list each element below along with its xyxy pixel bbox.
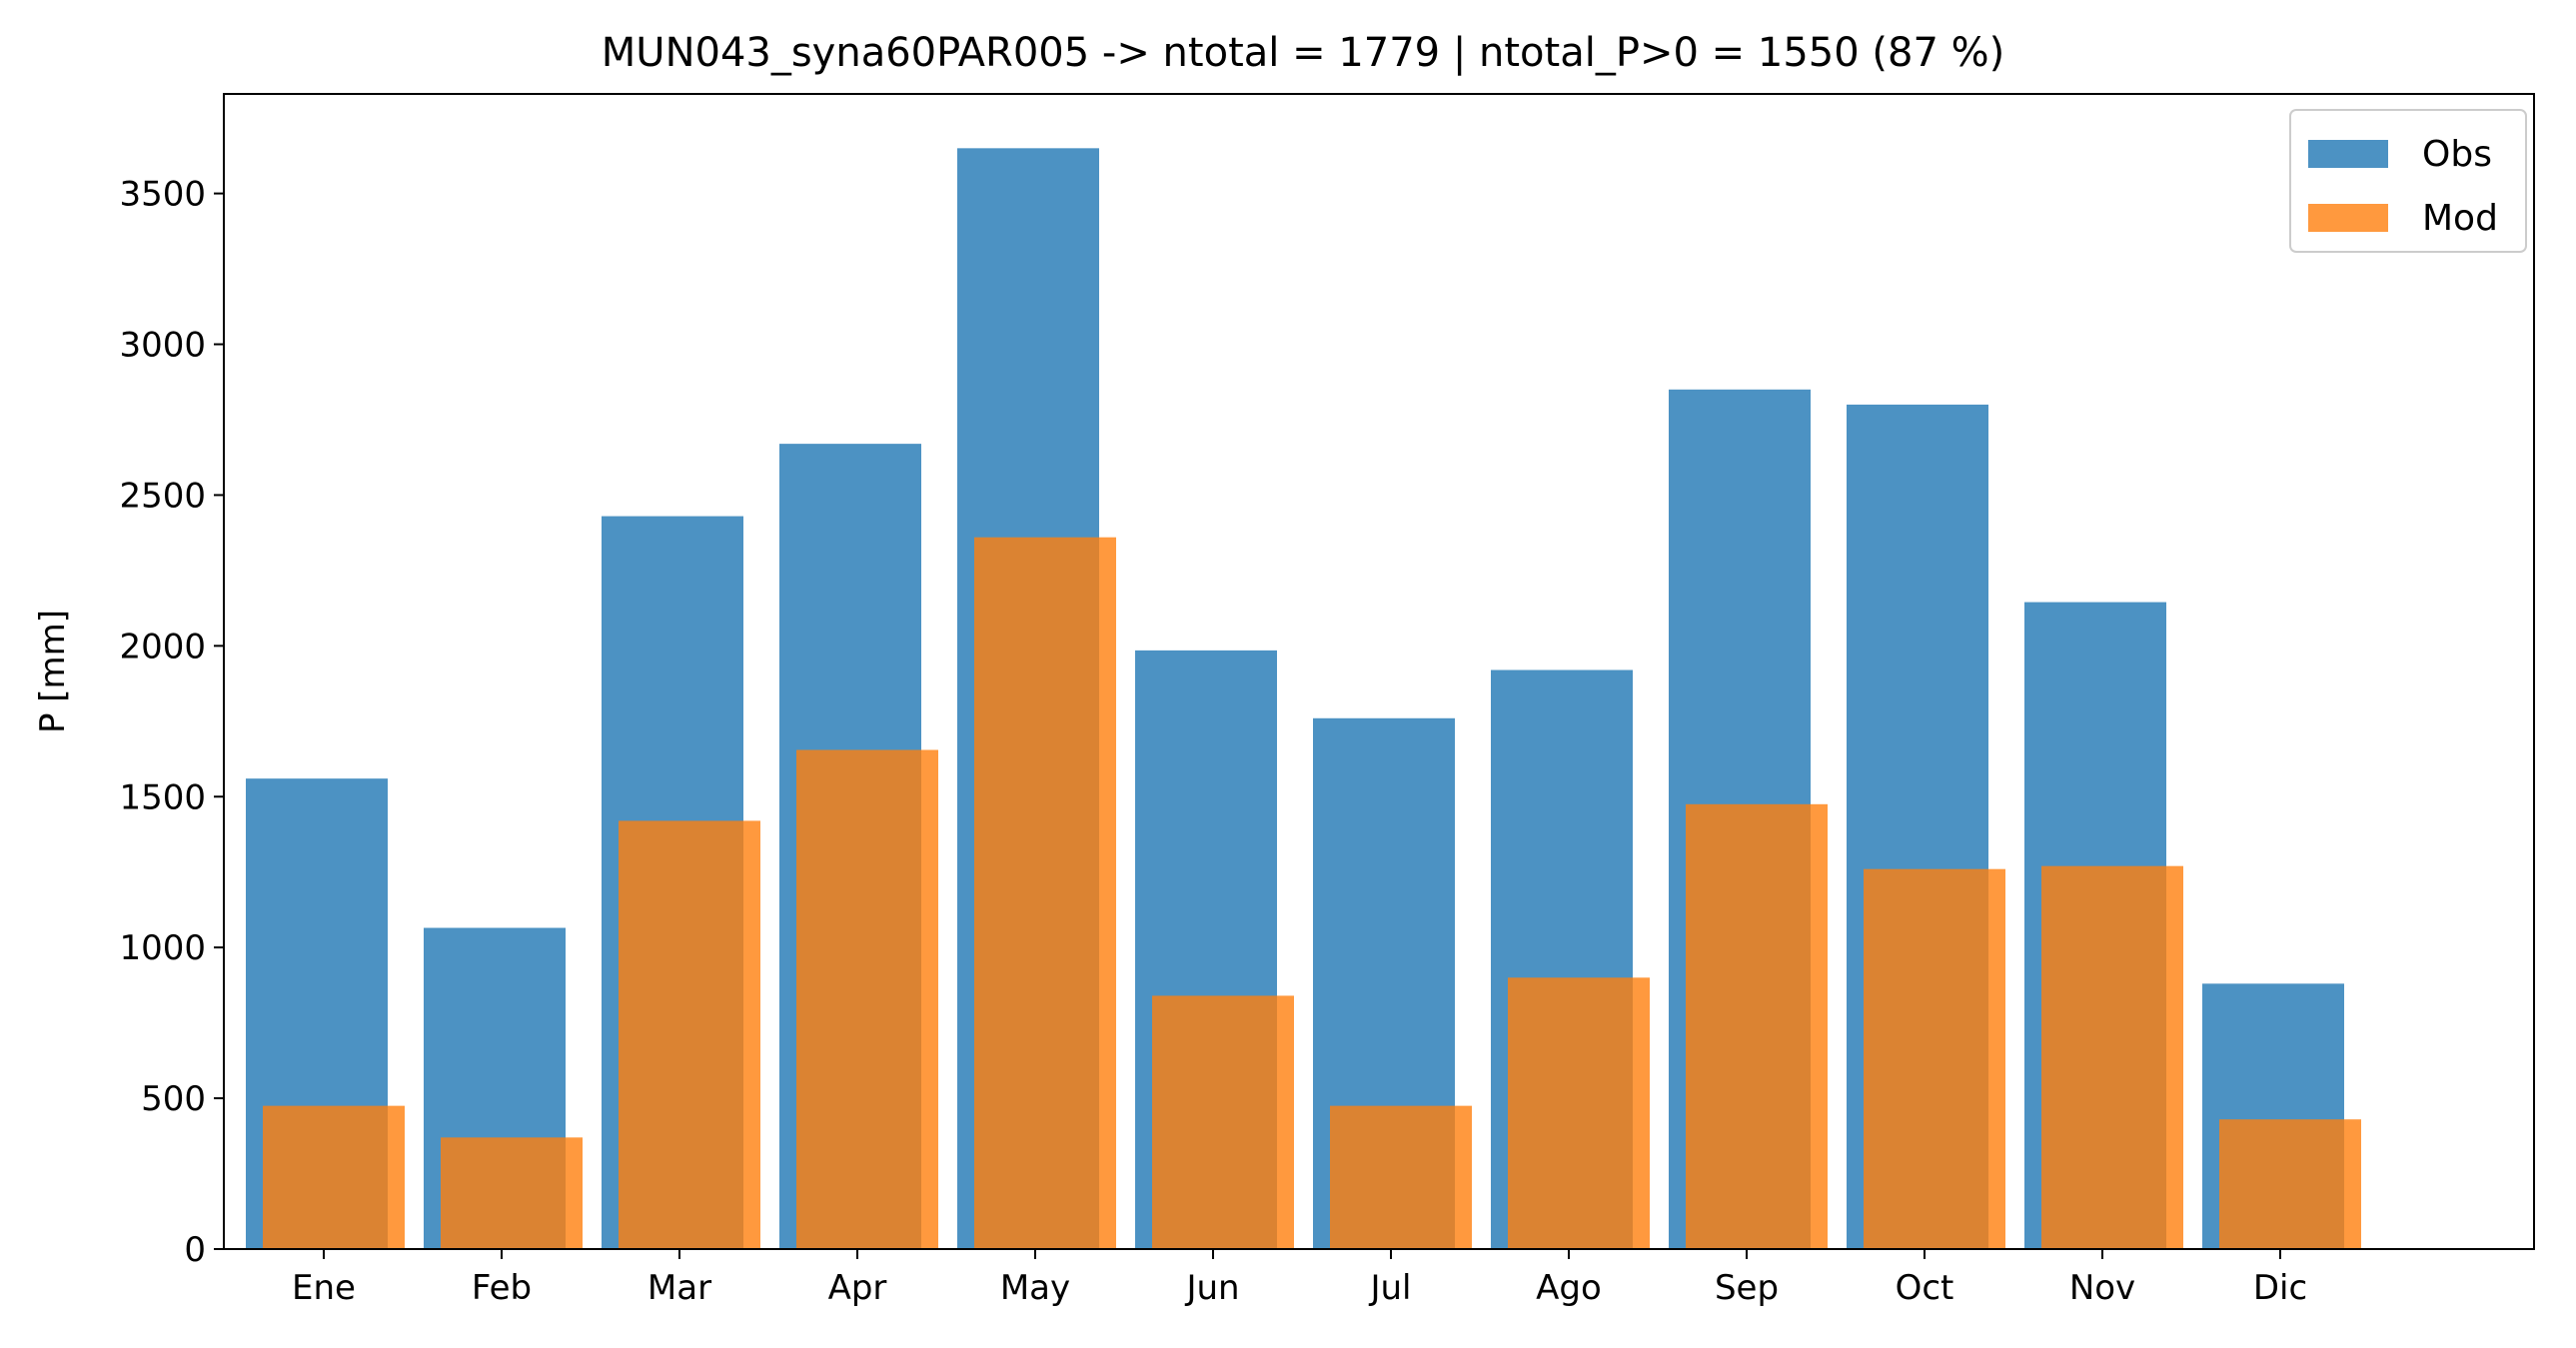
x-tick-label-ago: Ago bbox=[1536, 1268, 1602, 1308]
legend-label-mod: Mod bbox=[2422, 198, 2498, 239]
bar-mod-ene bbox=[263, 1105, 405, 1249]
bar-mod-oct bbox=[1864, 868, 2005, 1249]
legend-label-obs: Obs bbox=[2422, 134, 2492, 175]
plot-area bbox=[246, 148, 2361, 1249]
x-tick-label-jun: Jun bbox=[1184, 1268, 1239, 1308]
bar-mod-apr bbox=[796, 749, 938, 1249]
bar-mod-ago bbox=[1508, 977, 1650, 1249]
x-tick-label-oct: Oct bbox=[1896, 1268, 1954, 1308]
legend-swatch-mod bbox=[2308, 204, 2388, 232]
y-tick-label-500: 500 bbox=[141, 1079, 206, 1119]
bar-mod-dic bbox=[2219, 1119, 2361, 1249]
x-tick-label-may: May bbox=[1000, 1268, 1070, 1308]
chart-title: MUN043_syna60PAR005 -> ntotal = 1779 | n… bbox=[602, 30, 2004, 76]
y-tick-label-3500: 3500 bbox=[119, 175, 206, 215]
x-tick-label-apr: Apr bbox=[828, 1268, 887, 1308]
y-tick-label-2500: 2500 bbox=[119, 476, 206, 516]
y-tick-label-0: 0 bbox=[184, 1230, 206, 1270]
legend-swatch-obs bbox=[2308, 140, 2388, 168]
x-tick-label-mar: Mar bbox=[647, 1268, 711, 1308]
plot-frame bbox=[223, 93, 2535, 1250]
bar-mod-mar bbox=[619, 820, 760, 1249]
bar-mod-nov bbox=[2041, 865, 2183, 1249]
x-tick-label-ene: Ene bbox=[292, 1268, 356, 1308]
x-tick-label-jul: Jul bbox=[1368, 1268, 1411, 1308]
y-tick-label-1500: 1500 bbox=[119, 777, 206, 817]
bar-mod-feb bbox=[441, 1137, 583, 1249]
axes: Ene Feb Mar Apr May Jun Jul Ago Sep Oct Nov Dic 0 500… bbox=[119, 93, 2535, 1308]
y-axis-label: P [mm] bbox=[33, 610, 73, 733]
y-tick-label-1000: 1000 bbox=[119, 928, 206, 968]
bar-mod-sep bbox=[1686, 803, 1828, 1249]
x-tick-label-feb: Feb bbox=[472, 1268, 532, 1308]
x-tick-label-sep: Sep bbox=[1715, 1268, 1779, 1308]
x-tick-label-dic: Dic bbox=[2253, 1268, 2307, 1308]
bar-mod-jun bbox=[1152, 995, 1294, 1249]
legend: Obs Mod bbox=[2289, 109, 2527, 253]
bar-mod-may bbox=[974, 537, 1116, 1249]
x-tick-label-nov: Nov bbox=[2069, 1268, 2135, 1308]
bar-mod-jul bbox=[1330, 1105, 1472, 1249]
y-tick-label-2000: 2000 bbox=[119, 627, 206, 667]
y-tick-label-3000: 3000 bbox=[119, 326, 206, 366]
